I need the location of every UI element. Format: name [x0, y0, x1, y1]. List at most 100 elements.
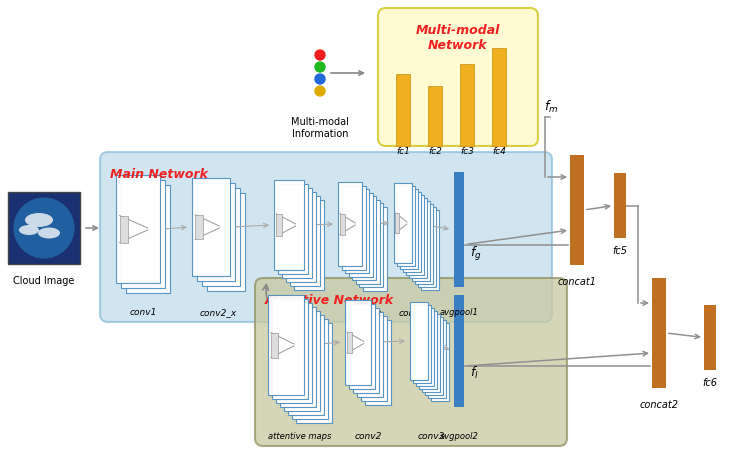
Bar: [341, 185, 365, 270]
Bar: [410, 302, 428, 380]
Bar: [428, 86, 442, 146]
Bar: [614, 173, 626, 238]
Bar: [286, 192, 316, 282]
Bar: [347, 332, 352, 353]
Bar: [292, 319, 328, 419]
Bar: [413, 305, 431, 383]
Text: fc1: fc1: [396, 147, 410, 156]
Ellipse shape: [19, 225, 39, 235]
Bar: [704, 305, 716, 370]
Bar: [396, 74, 410, 146]
Bar: [394, 183, 412, 263]
Bar: [361, 316, 387, 401]
Circle shape: [315, 62, 325, 72]
Text: conv4_x: conv4_x: [344, 308, 382, 317]
FancyBboxPatch shape: [255, 278, 567, 446]
Bar: [272, 299, 308, 399]
Bar: [357, 312, 383, 397]
Bar: [296, 323, 332, 423]
Bar: [352, 196, 376, 280]
Bar: [403, 192, 421, 272]
Bar: [268, 295, 304, 395]
Bar: [406, 195, 424, 275]
Text: Attentive Network: Attentive Network: [265, 294, 394, 307]
Text: Multi-modal
Network: Multi-modal Network: [416, 24, 500, 52]
FancyBboxPatch shape: [100, 152, 552, 322]
Text: conv5_x: conv5_x: [398, 308, 436, 317]
Bar: [271, 332, 278, 358]
Bar: [284, 311, 320, 411]
Bar: [192, 178, 230, 276]
Text: $f_m$: $f_m$: [544, 99, 558, 115]
Bar: [195, 215, 202, 239]
Bar: [202, 188, 240, 286]
Bar: [340, 213, 344, 234]
Circle shape: [315, 74, 325, 84]
Bar: [345, 189, 369, 273]
Bar: [359, 203, 383, 287]
Bar: [409, 198, 427, 278]
Bar: [353, 308, 379, 393]
Bar: [8, 192, 80, 264]
Bar: [278, 184, 308, 274]
Bar: [290, 196, 320, 286]
Text: fc4: fc4: [492, 147, 506, 156]
Bar: [460, 64, 474, 146]
Bar: [412, 201, 430, 281]
Text: avgpool1: avgpool1: [440, 308, 478, 317]
Bar: [400, 189, 418, 269]
Bar: [652, 278, 666, 388]
Bar: [338, 182, 362, 266]
Bar: [349, 304, 375, 389]
FancyBboxPatch shape: [378, 8, 538, 146]
Bar: [365, 320, 391, 405]
Bar: [415, 204, 433, 284]
Text: Cloud Image: Cloud Image: [13, 276, 74, 286]
Text: conv2_x: conv2_x: [199, 308, 237, 317]
Bar: [121, 180, 165, 288]
Text: Multi-modal
Information: Multi-modal Information: [291, 117, 349, 139]
Text: $f_g$: $f_g$: [470, 245, 481, 263]
Text: fc2: fc2: [428, 147, 442, 156]
Bar: [282, 188, 312, 278]
Bar: [207, 193, 245, 291]
Bar: [197, 183, 235, 281]
Bar: [422, 314, 440, 392]
Ellipse shape: [25, 213, 53, 227]
Bar: [397, 186, 415, 266]
Bar: [421, 210, 439, 290]
Bar: [288, 315, 324, 415]
Bar: [362, 206, 386, 291]
Text: avgpool2: avgpool2: [440, 432, 478, 441]
Text: fc6: fc6: [702, 378, 717, 388]
Bar: [345, 300, 371, 385]
Bar: [425, 317, 443, 395]
Bar: [276, 303, 312, 403]
Bar: [280, 307, 316, 407]
Text: conv3: conv3: [417, 432, 445, 441]
Bar: [428, 320, 446, 398]
Bar: [418, 207, 436, 287]
Bar: [454, 172, 464, 287]
Circle shape: [315, 50, 325, 60]
Text: $f_l$: $f_l$: [470, 365, 479, 381]
Bar: [126, 185, 170, 293]
Bar: [274, 180, 304, 270]
Ellipse shape: [13, 197, 74, 259]
Circle shape: [315, 86, 325, 96]
Bar: [416, 308, 434, 386]
Bar: [277, 214, 283, 236]
Text: conv2: conv2: [354, 432, 382, 441]
Bar: [294, 200, 324, 290]
Text: concat1: concat1: [557, 277, 597, 287]
Bar: [570, 155, 584, 265]
Ellipse shape: [38, 227, 60, 239]
Bar: [120, 215, 128, 242]
Bar: [492, 48, 506, 146]
Text: concat2: concat2: [640, 400, 679, 410]
Text: conv3_x: conv3_x: [280, 308, 318, 317]
Bar: [348, 192, 373, 277]
Bar: [419, 311, 437, 389]
Text: conv1: conv1: [129, 308, 157, 317]
Bar: [454, 295, 464, 407]
